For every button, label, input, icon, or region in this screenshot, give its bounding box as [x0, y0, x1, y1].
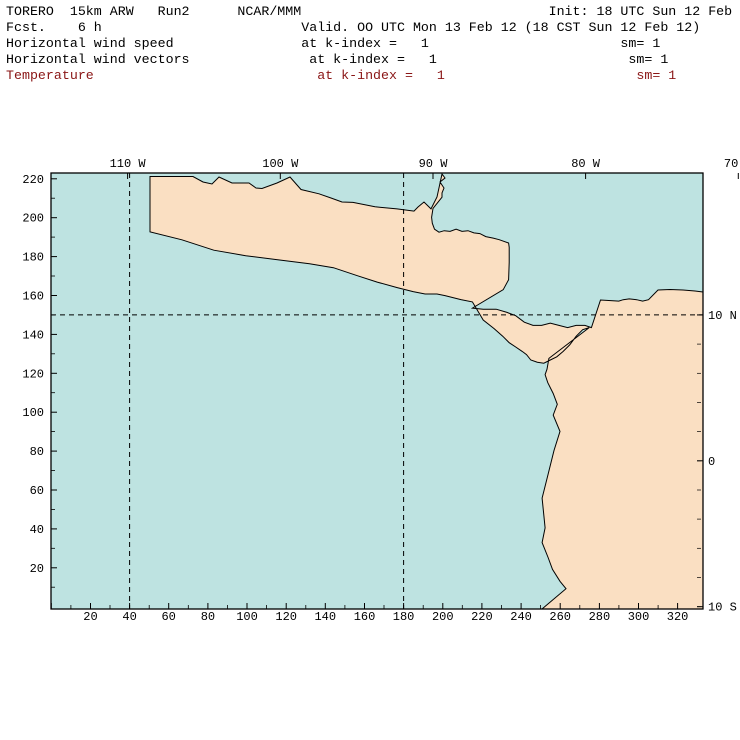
svg-text:40: 40	[122, 610, 136, 624]
svg-text:10 S: 10 S	[708, 601, 737, 615]
svg-text:70 W: 70 W	[724, 157, 740, 171]
svg-text:80: 80	[201, 610, 215, 624]
svg-text:180: 180	[22, 251, 44, 265]
svg-text:220: 220	[22, 173, 44, 187]
svg-text:160: 160	[22, 290, 44, 304]
svg-text:100 W: 100 W	[262, 157, 299, 171]
svg-text:60: 60	[161, 610, 175, 624]
svg-text:120: 120	[275, 610, 297, 624]
svg-text:180: 180	[393, 610, 415, 624]
svg-text:80 W: 80 W	[571, 157, 601, 171]
svg-text:260: 260	[549, 610, 571, 624]
svg-text:140: 140	[314, 610, 336, 624]
svg-text:100: 100	[22, 406, 44, 420]
svg-text:10 N: 10 N	[708, 309, 737, 323]
svg-text:40: 40	[30, 523, 44, 537]
svg-text:100: 100	[236, 610, 258, 624]
svg-text:200: 200	[432, 610, 454, 624]
svg-text:60: 60	[30, 484, 44, 498]
svg-text:20: 20	[30, 562, 44, 576]
svg-text:220: 220	[471, 610, 493, 624]
svg-text:120: 120	[22, 367, 44, 381]
svg-text:140: 140	[22, 328, 44, 342]
svg-text:300: 300	[628, 610, 650, 624]
svg-text:200: 200	[22, 212, 44, 226]
svg-text:320: 320	[667, 610, 689, 624]
svg-text:280: 280	[589, 610, 611, 624]
svg-text:80: 80	[30, 445, 44, 459]
svg-text:20: 20	[83, 610, 97, 624]
svg-text:0: 0	[708, 455, 715, 469]
svg-text:110 W: 110 W	[110, 157, 147, 171]
svg-text:160: 160	[354, 610, 376, 624]
svg-text:90 W: 90 W	[419, 157, 449, 171]
svg-text:240: 240	[510, 610, 532, 624]
